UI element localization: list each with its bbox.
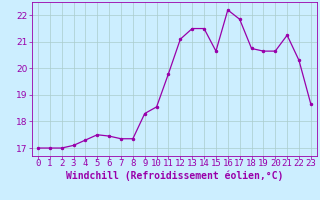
X-axis label: Windchill (Refroidissement éolien,°C): Windchill (Refroidissement éolien,°C) <box>66 171 283 181</box>
